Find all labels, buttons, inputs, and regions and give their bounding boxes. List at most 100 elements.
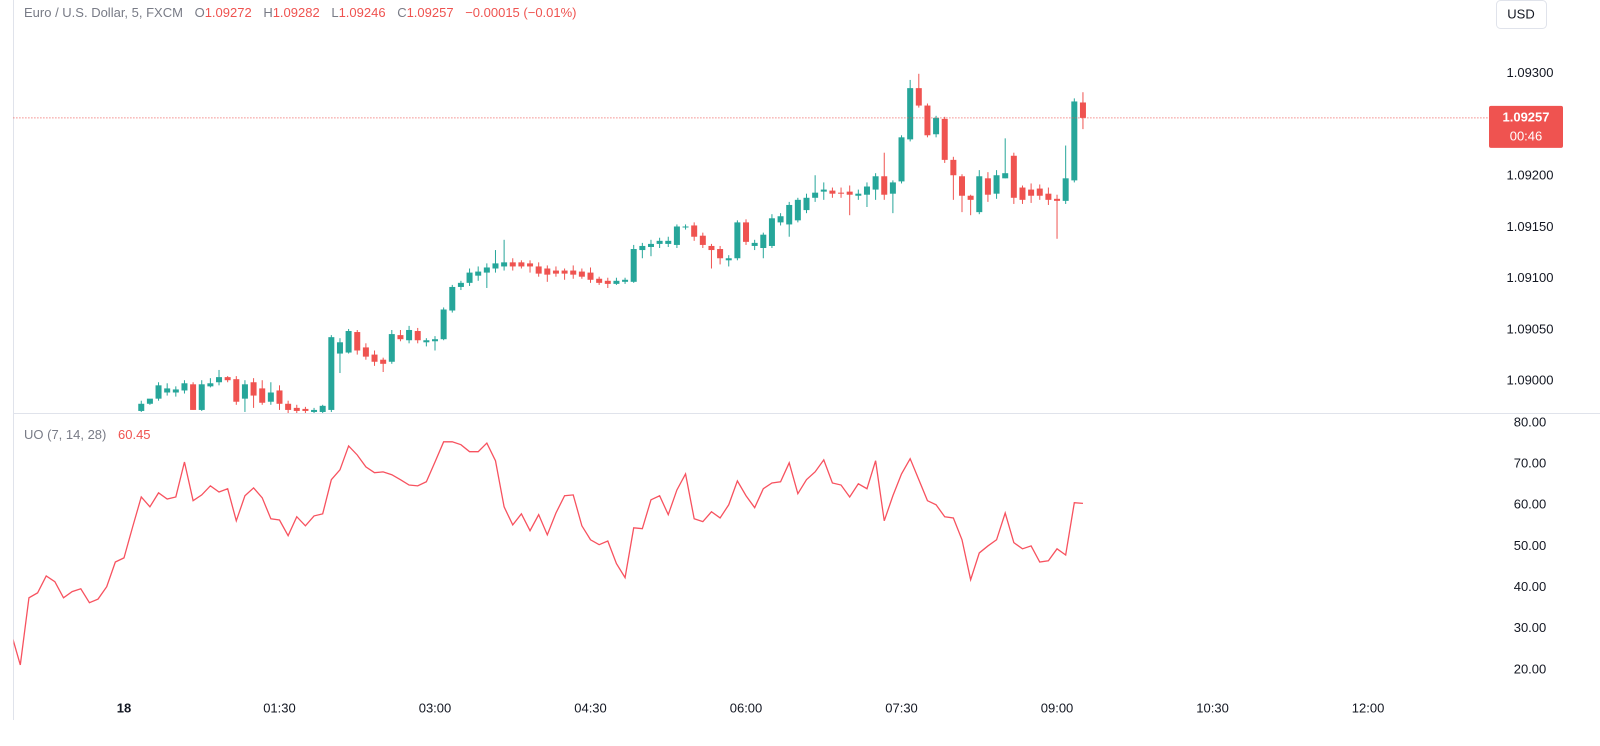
candle-body xyxy=(1071,101,1078,181)
candle-body xyxy=(250,382,257,396)
candle-body xyxy=(311,409,318,412)
candle-body xyxy=(293,407,300,411)
candle-body xyxy=(259,388,266,403)
candle-body xyxy=(708,245,715,251)
candle-body xyxy=(535,266,542,274)
candle-body xyxy=(812,192,819,198)
candle-body xyxy=(345,331,352,353)
candle-body xyxy=(803,197,810,211)
candle-body xyxy=(665,240,672,244)
candle-body xyxy=(1028,189,1035,196)
ohlc-value: 1.09257 xyxy=(406,5,454,20)
candle-body xyxy=(1010,155,1017,198)
candle-body xyxy=(915,88,922,106)
candle-body xyxy=(950,159,957,176)
y-tick-label: 1.09300 xyxy=(1507,65,1554,80)
candle-body xyxy=(976,176,983,213)
y-tick-label: 20.00 xyxy=(1514,661,1547,676)
candle-body xyxy=(846,191,853,195)
x-tick-label: 12:00 xyxy=(1352,700,1385,715)
candle-body xyxy=(907,88,914,140)
candle-body xyxy=(302,408,309,411)
candle-body xyxy=(397,335,404,340)
y-tick-label: 1.09000 xyxy=(1507,373,1554,388)
plot-area xyxy=(138,73,1086,413)
candle-body xyxy=(544,268,551,275)
x-tick-label: 01:30 xyxy=(263,700,296,715)
candle-body xyxy=(604,280,611,284)
candle-body xyxy=(1062,178,1069,201)
candle-body xyxy=(224,377,231,381)
ohlc-value: 1.09272 xyxy=(204,5,252,20)
candle-body xyxy=(190,384,197,410)
currency-label: USD xyxy=(1507,6,1534,21)
candle-body xyxy=(371,354,378,362)
candle-body xyxy=(181,383,188,391)
candle-body xyxy=(587,272,594,280)
last-price-label: 1.09257 xyxy=(1503,109,1550,124)
candle-body xyxy=(414,331,421,341)
candle-body xyxy=(984,178,991,195)
candle-body xyxy=(838,192,845,194)
candle-body xyxy=(1036,188,1043,196)
y-tick-label: 80.00 xyxy=(1514,414,1547,429)
candle-body xyxy=(933,117,940,135)
currency-button[interactable] xyxy=(1496,0,1547,29)
candle-body xyxy=(786,204,793,225)
candle-body xyxy=(768,218,775,246)
y-tick-label: 50.00 xyxy=(1514,538,1547,553)
candle-body xyxy=(432,339,438,342)
candle-body xyxy=(673,226,680,245)
candle-body xyxy=(639,245,646,251)
x-tick-label: 10:30 xyxy=(1196,700,1229,715)
candle-body xyxy=(743,222,750,242)
candle-body xyxy=(630,249,637,282)
ohlc-label: L xyxy=(331,5,339,20)
bar-countdown: 00:46 xyxy=(1510,128,1543,143)
candle-body xyxy=(440,309,447,340)
candle-body xyxy=(863,186,870,195)
candle-body xyxy=(993,175,1000,194)
candle-body xyxy=(319,405,326,412)
candle-body xyxy=(233,379,240,402)
x-tick-label: 03:00 xyxy=(419,700,452,715)
candle-body xyxy=(561,270,568,274)
candle-body xyxy=(699,235,706,245)
candle-body xyxy=(492,263,499,269)
candle-body xyxy=(613,280,620,284)
symbol-legend: Euro / U.S. Dollar, 5, FXCM O1.09272 H1.… xyxy=(24,5,577,20)
candle-body xyxy=(276,390,283,404)
candle-body xyxy=(967,195,974,200)
candle-body xyxy=(829,190,836,194)
candle-body xyxy=(155,385,162,399)
candle-body xyxy=(552,270,559,274)
candle-body xyxy=(138,403,145,411)
candle-body xyxy=(1045,193,1052,200)
change-value: −0.00015 (−0.01%) xyxy=(465,5,577,20)
candle-body xyxy=(622,279,629,282)
candle-body xyxy=(777,216,784,223)
candle-body xyxy=(518,262,525,267)
indicator-value: 60.45 xyxy=(118,427,151,442)
candle-body xyxy=(457,282,464,287)
ohlc-label: H xyxy=(263,5,273,20)
candle-body xyxy=(216,377,223,383)
candle-body xyxy=(388,334,395,362)
candle-body xyxy=(354,332,361,351)
y-tick-label: 30.00 xyxy=(1514,620,1547,635)
candle-body xyxy=(1079,102,1086,118)
candle-body xyxy=(475,271,482,276)
candle-body xyxy=(734,222,741,259)
candle-body xyxy=(578,271,585,277)
candle-body xyxy=(406,329,413,341)
candle-body xyxy=(527,263,534,267)
x-tick-label: 07:30 xyxy=(885,700,918,715)
candle-body xyxy=(855,193,862,196)
candle-body xyxy=(449,286,456,311)
ohlc-label: C xyxy=(397,5,407,20)
y-tick-label: 40.00 xyxy=(1514,579,1547,594)
candle-body xyxy=(501,262,508,267)
candle-body xyxy=(682,226,689,228)
candle-body xyxy=(691,225,698,237)
x-tick-label: 06:00 xyxy=(730,700,763,715)
